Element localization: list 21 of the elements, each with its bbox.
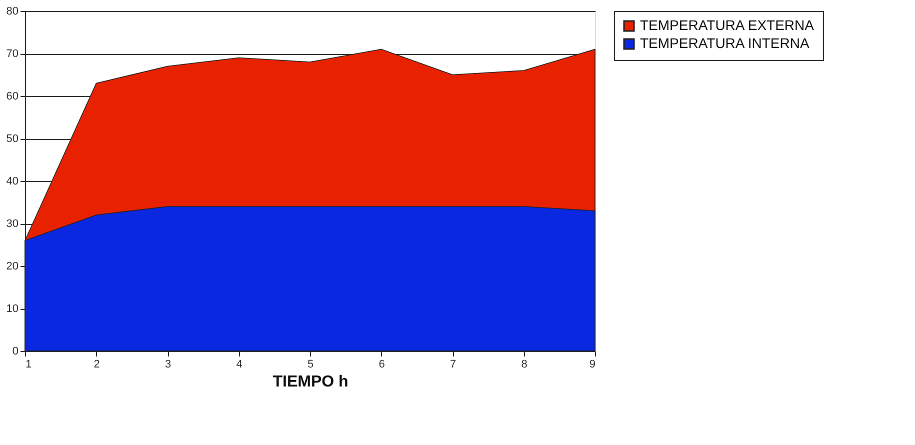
x-tick-label: 4 — [236, 358, 242, 370]
x-tick-label: 3 — [164, 358, 172, 370]
y-tick-label: 80 — [6, 6, 18, 18]
x-tick-label: 9 — [589, 358, 596, 370]
x-tick-label: 7 — [450, 358, 456, 370]
x-tick-label: 2 — [94, 358, 100, 370]
x-tick-label: 5 — [307, 358, 314, 370]
legend-label: TEMPERATURA INTERNA — [640, 35, 810, 51]
y-tick-label: 40 — [6, 176, 18, 188]
x-tick-label: 6 — [378, 358, 385, 370]
legend-label: TEMPERATURA EXTERNA — [640, 17, 815, 33]
y-tick-label: 70 — [6, 48, 18, 60]
x-axis-title: TIEMPO h — [272, 374, 348, 390]
y-tick-label: 20 — [6, 260, 18, 272]
y-tick-label: 0 — [12, 346, 18, 358]
x-tick-label: 1 — [26, 358, 32, 370]
y-tick-label: 10 — [6, 303, 18, 315]
y-tick-label: 30 — [6, 218, 18, 230]
y-tick-label: 60 — [6, 90, 18, 102]
x-tick-label: 8 — [521, 358, 528, 370]
y-tick-label: 50 — [6, 133, 18, 145]
